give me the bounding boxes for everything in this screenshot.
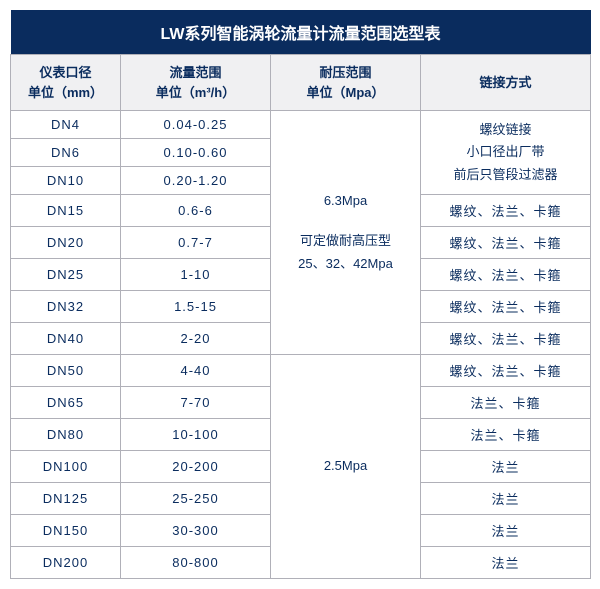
cell-dn: DN125 [11,483,121,515]
cell-connection: 法兰、卡箍 [421,387,591,419]
cell-dn: DN80 [11,419,121,451]
header-label: 单位（Mpa） [306,85,384,100]
cell-dn: DN10 [11,167,121,195]
cell-range: 30-300 [121,515,271,547]
cell-connection: 螺纹、法兰、卡箍 [421,323,591,355]
header-label: 耐压范围 [319,65,371,80]
cell-dn: DN20 [11,227,121,259]
header-label: 单位（m³/h） [156,85,235,100]
cell-dn: DN40 [11,323,121,355]
cell-dn: DN25 [11,259,121,291]
cell-dn: DN32 [11,291,121,323]
cell-range: 2-20 [121,323,271,355]
cell-connection: 螺纹、法兰、卡箍 [421,227,591,259]
cell-range: 20-200 [121,451,271,483]
pressure-note: 25、32、42Mpa [275,253,416,275]
conn-line: 小口径出厂带 [425,141,586,163]
cell-range: 0.7-7 [121,227,271,259]
selection-table: LW系列智能涡轮流量计流量范围选型表 仪表口径 单位（mm） 流量范围 单位（m… [10,10,591,579]
cell-dn: DN4 [11,111,121,139]
cell-range: 25-250 [121,483,271,515]
cell-dn: DN65 [11,387,121,419]
cell-connection: 螺纹、法兰、卡箍 [421,355,591,387]
cell-range: 0.20-1.20 [121,167,271,195]
header-row: 仪表口径 单位（mm） 流量范围 单位（m³/h） 耐压范围 单位（Mpa） 链… [11,55,591,111]
header-label: 流量范围 [169,65,221,80]
conn-line: 螺纹链接 [425,119,586,141]
cell-connection-group1: 螺纹链接 小口径出厂带 前后只管段过滤器 [421,111,591,195]
cell-connection: 法兰 [421,515,591,547]
header-flow-range: 流量范围 单位（m³/h） [121,55,271,111]
header-label: 仪表口径 [39,65,91,80]
cell-range: 1.5-15 [121,291,271,323]
cell-range: 0.6-6 [121,195,271,227]
cell-pressure-1: 6.3Mpa 可定做耐高压型 25、32、42Mpa [271,111,421,355]
table-row: DN50 4-40 2.5Mpa 螺纹、法兰、卡箍 [11,355,591,387]
pressure-note: 可定做耐高压型 [275,230,416,252]
cell-range: 0.04-0.25 [121,111,271,139]
cell-range: 7-70 [121,387,271,419]
table-row: DN4 0.04-0.25 6.3Mpa 可定做耐高压型 25、32、42Mpa… [11,111,591,139]
cell-connection: 法兰 [421,547,591,579]
cell-range: 4-40 [121,355,271,387]
cell-connection: 螺纹、法兰、卡箍 [421,259,591,291]
cell-connection: 螺纹、法兰、卡箍 [421,195,591,227]
cell-dn: DN150 [11,515,121,547]
cell-connection: 法兰 [421,483,591,515]
cell-connection: 法兰 [421,451,591,483]
cell-dn: DN6 [11,139,121,167]
header-connection: 链接方式 [421,55,591,111]
cell-range: 10-100 [121,419,271,451]
cell-connection: 螺纹、法兰、卡箍 [421,291,591,323]
cell-dn: DN100 [11,451,121,483]
table-title: LW系列智能涡轮流量计流量范围选型表 [11,10,591,55]
cell-pressure-2: 2.5Mpa [271,355,421,579]
header-label: 链接方式 [479,75,531,90]
cell-connection: 法兰、卡箍 [421,419,591,451]
conn-line: 前后只管段过滤器 [425,164,586,186]
cell-range: 0.10-0.60 [121,139,271,167]
cell-dn: DN50 [11,355,121,387]
cell-range: 1-10 [121,259,271,291]
pressure-value: 6.3Mpa [275,190,416,212]
cell-dn: DN15 [11,195,121,227]
header-pressure: 耐压范围 单位（Mpa） [271,55,421,111]
cell-dn: DN200 [11,547,121,579]
header-label: 单位（mm） [28,85,103,100]
title-row: LW系列智能涡轮流量计流量范围选型表 [11,10,591,55]
header-diameter: 仪表口径 单位（mm） [11,55,121,111]
cell-range: 80-800 [121,547,271,579]
